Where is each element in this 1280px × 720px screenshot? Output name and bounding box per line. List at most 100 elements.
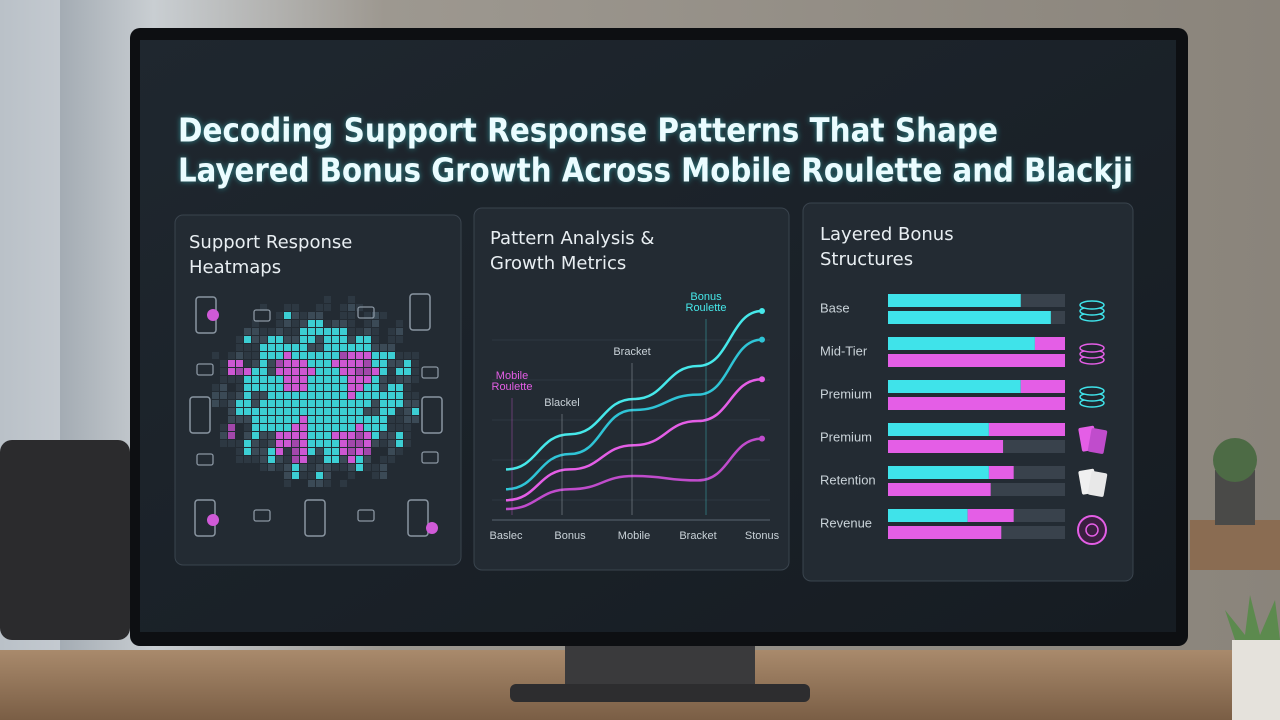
- heat-cell: [300, 464, 307, 471]
- heat-cell: [396, 360, 403, 367]
- heat-cell: [372, 328, 379, 335]
- heat-cell: [380, 416, 387, 423]
- heat-cell: [364, 336, 371, 343]
- bar: [888, 526, 1002, 539]
- heat-cell: [348, 296, 355, 303]
- heat-cell: [300, 328, 307, 335]
- heat-cell: [308, 440, 315, 447]
- heat-cell: [396, 328, 403, 335]
- heat-cell: [340, 328, 347, 335]
- heat-cell: [388, 456, 395, 463]
- heat-cell: [276, 344, 283, 351]
- heat-cell: [252, 416, 259, 423]
- heat-cell: [340, 456, 347, 463]
- heat-cell: [236, 336, 243, 343]
- heat-cell: [252, 448, 259, 455]
- heat-cell: [300, 408, 307, 415]
- heat-cell: [252, 336, 259, 343]
- heat-cell: [364, 392, 371, 399]
- heat-cell: [228, 424, 235, 431]
- heat-cell: [372, 416, 379, 423]
- heat-cell: [372, 344, 379, 351]
- line-series: [505, 309, 763, 471]
- heat-cell: [356, 440, 363, 447]
- heat-cell: [348, 392, 355, 399]
- heat-cell: [300, 456, 307, 463]
- heat-cell: [292, 328, 299, 335]
- heat-cell: [308, 384, 315, 391]
- heat-cell: [380, 384, 387, 391]
- x-tick-label: Stonus: [745, 530, 780, 542]
- heat-cell: [292, 408, 299, 415]
- heat-cell: [340, 440, 347, 447]
- heat-cell: [308, 392, 315, 399]
- heat-cell: [388, 432, 395, 439]
- heat-cell: [252, 408, 259, 415]
- heat-cell: [260, 384, 267, 391]
- heat-cell: [372, 352, 379, 359]
- heat-cell: [260, 368, 267, 375]
- heat-cell: [268, 448, 275, 455]
- heat-cell: [284, 320, 291, 327]
- heat-cell: [316, 472, 323, 479]
- heat-cell: [324, 424, 331, 431]
- chat-icon: [357, 306, 375, 319]
- heat-cell: [276, 456, 283, 463]
- heat-cell: [300, 472, 307, 479]
- heat-cell: [268, 432, 275, 439]
- heat-cell: [276, 400, 283, 407]
- heat-cell: [372, 368, 379, 375]
- heat-cell: [284, 400, 291, 407]
- bar: [888, 380, 1021, 393]
- heat-cell: [276, 368, 283, 375]
- heat-cell: [284, 392, 291, 399]
- heat-cell: [276, 424, 283, 431]
- heat-cell: [300, 432, 307, 439]
- heat-cell: [292, 416, 299, 423]
- heat-cell: [404, 384, 411, 391]
- heat-cell: [308, 448, 315, 455]
- heat-cell: [348, 424, 355, 431]
- heat-cell: [300, 384, 307, 391]
- bar: [888, 311, 1051, 324]
- heat-cell: [364, 312, 371, 319]
- heat-cell: [292, 368, 299, 375]
- heat-cell: [340, 416, 347, 423]
- heat-cell: [348, 328, 355, 335]
- heat-cell: [412, 400, 419, 407]
- heat-cell: [252, 424, 259, 431]
- heat-cell: [316, 336, 323, 343]
- bar: [888, 440, 1004, 453]
- heat-cell: [268, 400, 275, 407]
- heat-cell: [292, 440, 299, 447]
- heat-cell: [284, 440, 291, 447]
- heat-cell: [380, 424, 387, 431]
- heat-cell: [364, 416, 371, 423]
- chair: [0, 440, 130, 640]
- heat-cell: [292, 456, 299, 463]
- heat-cell: [380, 344, 387, 351]
- heat-cell: [244, 448, 251, 455]
- bar: [888, 423, 989, 436]
- heat-cell: [252, 352, 259, 359]
- heat-cell: [332, 448, 339, 455]
- heat-cell: [404, 408, 411, 415]
- heat-cell: [308, 360, 315, 367]
- panel-title: Structures: [820, 249, 913, 270]
- chip-icon: [1079, 386, 1105, 396]
- chat-icon: [421, 451, 439, 464]
- line-series: [505, 377, 763, 502]
- heat-cell: [404, 400, 411, 407]
- heat-cell: [404, 432, 411, 439]
- heat-cell: [316, 392, 323, 399]
- heat-cell: [356, 360, 363, 367]
- heat-cell: [260, 304, 267, 311]
- heat-cell: [268, 360, 275, 367]
- annotation: Bracket: [613, 346, 650, 358]
- chip-icon: [1079, 343, 1105, 353]
- heat-cell: [388, 368, 395, 375]
- heat-cell: [268, 456, 275, 463]
- heat-cell: [284, 432, 291, 439]
- heat-cell: [356, 336, 363, 343]
- chat-icon: [196, 453, 214, 466]
